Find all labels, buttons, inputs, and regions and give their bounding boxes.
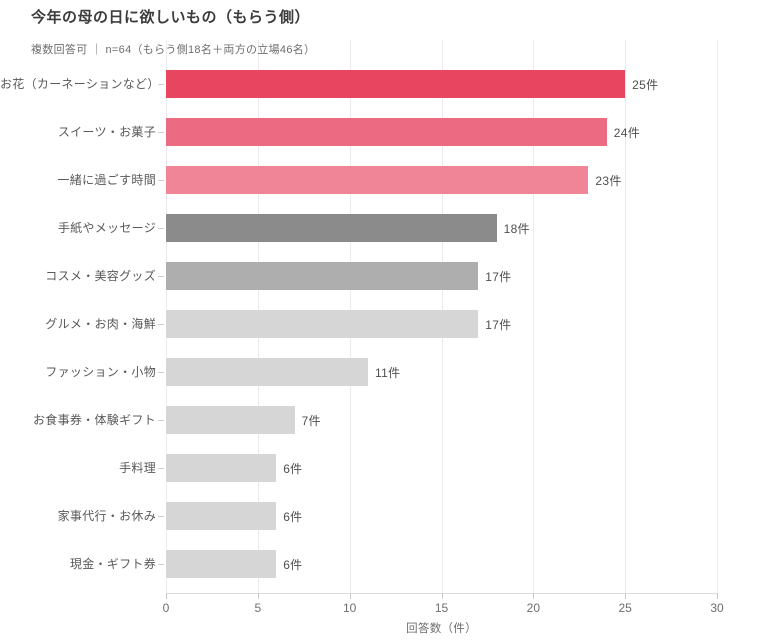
category-label: 一緒に過ごす時間 [57, 173, 156, 187]
x-tick [625, 593, 627, 599]
category-tick [158, 372, 164, 373]
x-tick [166, 593, 167, 599]
chart-title: 今年の母の日に欲しいもの（もらう側） [31, 9, 311, 26]
bar-row: 17件 [166, 310, 717, 338]
bar-value-label: 24件 [613, 125, 641, 140]
category-tick [158, 180, 164, 181]
bar [166, 310, 479, 338]
bar [166, 550, 277, 578]
bar [166, 166, 589, 194]
category-label: 家事代行・お休み [57, 509, 156, 523]
bar-value-label: 23件 [595, 173, 622, 188]
gridline [533, 40, 535, 593]
category-label: 手紙やメッセージ [57, 221, 156, 235]
x-tick-label: 0 [162, 601, 170, 615]
x-tick-label: 5 [254, 601, 262, 615]
bar [166, 406, 295, 434]
category-label: 現金・ギフト券 [69, 557, 156, 571]
category-label: お花（カーネーションなど） [0, 77, 160, 91]
bar [166, 70, 626, 98]
bar-value-label: 6件 [283, 461, 303, 476]
x-tick [349, 593, 351, 599]
bar-row: 6件 [166, 502, 717, 530]
bar [166, 454, 277, 482]
category-ticks [158, 40, 165, 593]
bar-value-label: 18件 [503, 221, 530, 236]
x-axis-label: 回答数（件） [406, 623, 477, 635]
bar [166, 262, 479, 290]
category-tick [158, 132, 164, 133]
bar-row: 11件 [166, 358, 717, 386]
category-axis: お花（カーネーションなど） スイーツ・お菓子 一緒に過ごす時間 手紙やメッセージコスメ… [0, 40, 160, 593]
category-tick [158, 516, 164, 517]
category-label: コスメ・美容グッズ [45, 269, 156, 283]
gridline [625, 40, 627, 593]
bar [166, 502, 277, 530]
plot-area: 25件 24件 23件 18件 17件 17件 11件 7件 6件 6件 6件 [166, 40, 718, 593]
bar-row: 7件 [166, 406, 717, 434]
x-tick [441, 593, 443, 599]
category-tick [158, 276, 164, 277]
bar [166, 118, 607, 146]
bar-row: 6件 [166, 550, 717, 578]
x-tick-label: 20 [526, 601, 541, 615]
x-tick [717, 593, 718, 599]
category-label: 手料理 [119, 461, 156, 475]
category-tick [158, 84, 164, 85]
category-label: スイーツ・お菓子 [57, 125, 156, 139]
gridline [717, 40, 718, 593]
bar [166, 214, 497, 242]
x-tick-label: 25 [618, 601, 632, 615]
category-tick [158, 420, 164, 421]
bar-value-label: 6件 [283, 557, 303, 572]
chart-subtitle: 複数回答可 ｜ n=64（もらう側18名＋両方の立場46名） [31, 44, 316, 56]
bar-row: 18件 [166, 214, 717, 242]
x-tick-label: 30 [710, 601, 724, 615]
bar-value-label: 7件 [301, 413, 321, 428]
category-tick [158, 564, 164, 565]
x-tick [533, 593, 535, 599]
x-tick-label: 10 [342, 601, 357, 615]
category-tick [158, 324, 164, 325]
category-label: グルメ・お肉・海鮮 [45, 317, 156, 331]
x-tick [257, 593, 259, 599]
x-ticks [166, 593, 718, 600]
bar-value-label: 6件 [283, 509, 303, 524]
category-tick [158, 228, 164, 229]
category-tick [158, 468, 164, 469]
bar-row: 24件 [166, 118, 717, 146]
category-label: お食事券・体験ギフト [32, 413, 156, 427]
x-tick-label: 15 [434, 601, 449, 615]
category-label: ファッション・小物 [45, 365, 156, 379]
bar-row: 6件 [166, 454, 717, 482]
bar-value-label: 11件 [375, 365, 401, 380]
bar-row: 25件 [166, 70, 717, 98]
x-tick-labels: 0 5 10 15 20 25 30 [162, 601, 724, 617]
bar-value-label: 25件 [632, 77, 659, 92]
bar-row: 17件 [166, 262, 717, 290]
bar-value-label: 17件 [485, 269, 512, 284]
bar-value-label: 17件 [485, 317, 512, 332]
bar-row: 23件 [166, 166, 717, 194]
bar [166, 358, 369, 386]
